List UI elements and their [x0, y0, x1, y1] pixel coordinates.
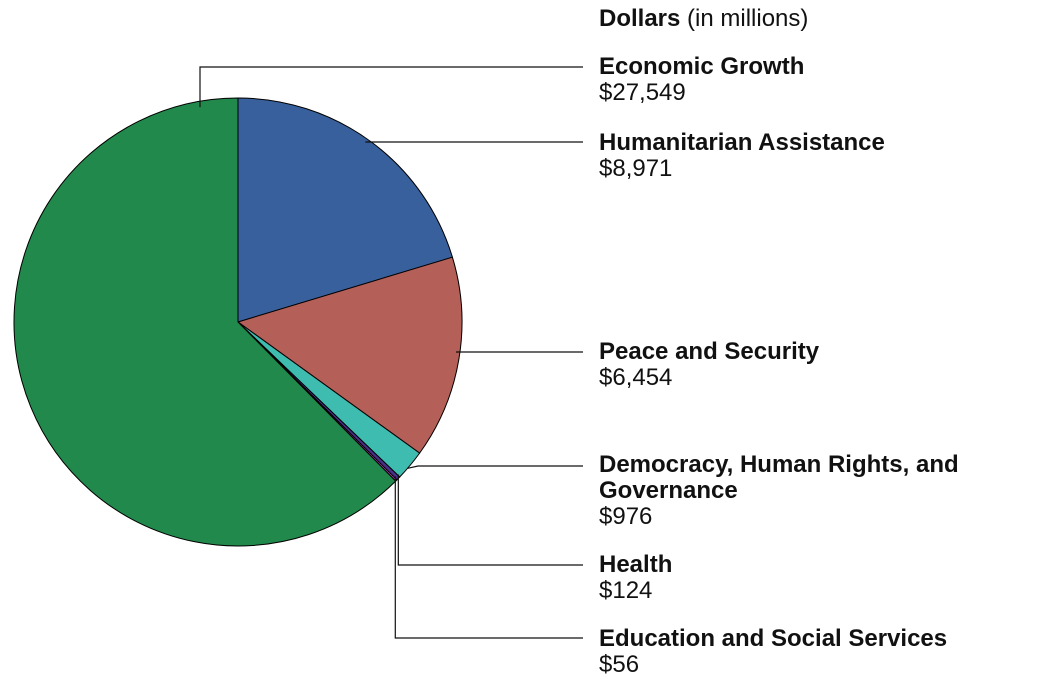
leader-education-and-social-services [394, 476, 583, 639]
slice-value: $976 [599, 503, 653, 530]
label-peace-and-security: Peace and Security $6,454 [599, 339, 1039, 391]
slice-economic-growth [13, 97, 397, 547]
slice-name: Education and Social Services [599, 625, 948, 652]
label-democracy-human-rights-governance: Democracy, Human Rights, and Governance … [599, 452, 1019, 530]
slice-name: Health [599, 551, 673, 578]
slice-name: Peace and Security [599, 338, 820, 365]
pie-slices [13, 97, 463, 547]
leader-health [397, 474, 583, 566]
slice-value: $8,971 [599, 155, 673, 182]
slice-name: Humanitarian Assistance [599, 129, 885, 156]
unit-header: Dollars (in millions) [599, 5, 808, 33]
slice-name: Economic Growth [599, 53, 805, 80]
slice-value: $124 [599, 577, 653, 604]
label-humanitarian-assistance: Humanitarian Assistance $8,971 [599, 130, 1039, 182]
slice-value: $6,454 [599, 364, 673, 391]
slice-name: Democracy, Human Rights, and Governance [599, 451, 959, 504]
leader-democracy-human-rights-governance [406, 465, 583, 470]
label-health: Health $124 [599, 552, 1039, 604]
slice-peace-and-security [236, 256, 463, 454]
unit-label-rest: (in millions) [680, 5, 809, 32]
unit-label-bold: Dollars [599, 5, 681, 32]
label-education-and-social-services: Education and Social Services $56 [599, 626, 1039, 678]
leader-lines [199, 66, 583, 639]
slice-value: $27,549 [599, 79, 686, 106]
leader-economic-growth [199, 66, 583, 108]
slice-value: $56 [599, 651, 640, 678]
label-economic-growth: Economic Growth $27,549 [599, 54, 1039, 106]
